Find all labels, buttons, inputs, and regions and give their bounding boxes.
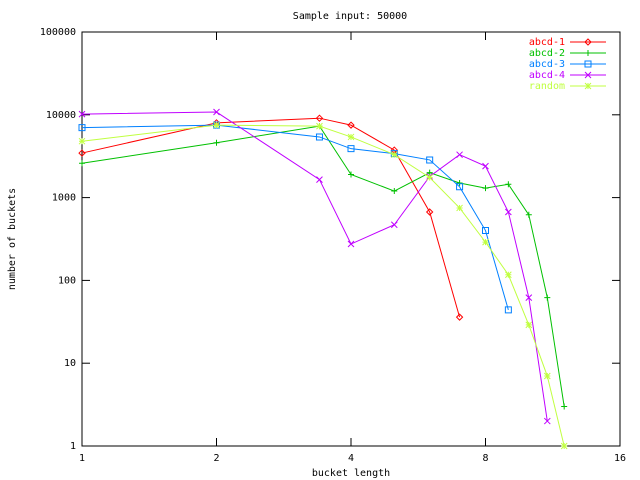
x-axis-label: bucket length: [312, 468, 390, 479]
point-marker: [78, 137, 86, 145]
x-tick-label: 8: [482, 453, 488, 464]
y-axis-label: number of buckets: [7, 188, 18, 290]
x-tick-label: 1: [79, 453, 85, 464]
point-marker: [505, 271, 512, 279]
point-marker: [456, 204, 463, 212]
point-marker: [561, 403, 568, 410]
point-marker: [504, 306, 512, 314]
legend-label: abcd-1: [529, 37, 565, 48]
point-marker: [347, 145, 355, 153]
y-tick-label: 1000: [52, 193, 76, 204]
chart-title: Sample input: 50000: [293, 11, 407, 22]
point-marker: [455, 313, 464, 321]
series-line: [81, 124, 565, 447]
point-marker: [347, 240, 355, 248]
point-marker: [456, 151, 463, 159]
y-tick-label: 10: [64, 358, 76, 369]
point-marker: [348, 171, 354, 178]
point-marker: [78, 110, 86, 118]
point-marker: [213, 121, 220, 129]
point-marker: [505, 208, 512, 216]
legend-marker: [584, 60, 592, 68]
point-marker: [482, 185, 489, 192]
point-marker: [543, 417, 551, 425]
legend-label: random: [529, 81, 565, 92]
point-marker: [78, 124, 86, 132]
point-marker: [525, 294, 533, 301]
point-marker: [482, 238, 489, 246]
plot-border: [81, 31, 621, 447]
point-marker: [525, 211, 532, 218]
point-marker: [426, 156, 434, 164]
point-marker: [456, 180, 463, 187]
point-marker: [213, 121, 220, 129]
legend-label: abcd-2: [529, 48, 565, 59]
series-line: [81, 111, 548, 422]
point-marker: [316, 122, 323, 130]
x-tick-label: 16: [614, 453, 626, 464]
point-marker: [482, 162, 489, 170]
point-marker: [316, 176, 323, 183]
point-marker: [543, 372, 551, 380]
series-line: [81, 125, 565, 407]
x-tick-label: 4: [348, 453, 354, 464]
point-marker: [391, 188, 398, 195]
point-marker: [456, 183, 464, 191]
legend-label: abcd-4: [529, 70, 565, 81]
y-tick-label: 100: [58, 275, 76, 286]
y-tick-label: 10000: [46, 110, 76, 121]
point-marker: [426, 174, 434, 181]
point-marker: [347, 121, 355, 129]
point-marker: [544, 294, 551, 301]
point-marker: [78, 149, 86, 157]
y-tick-label: 1: [70, 441, 76, 452]
y-tick-label: 100000: [40, 27, 76, 38]
point-marker: [525, 321, 533, 329]
legend-label: abcd-3: [529, 59, 565, 70]
point-marker: [390, 221, 398, 229]
series-line: [81, 124, 509, 311]
point-marker: [79, 160, 85, 167]
point-marker: [482, 227, 489, 235]
point-marker: [213, 139, 220, 146]
legend-marker: [584, 38, 592, 46]
point-marker: [347, 133, 355, 141]
point-marker: [213, 108, 220, 116]
point-marker: [390, 151, 398, 159]
point-marker: [315, 133, 323, 141]
legend-marker: [584, 82, 592, 90]
point-marker: [505, 181, 512, 188]
x-tick-label: 2: [213, 453, 219, 464]
legend-marker: [585, 50, 591, 56]
point-marker: [425, 208, 434, 216]
point-marker: [315, 114, 324, 122]
point-marker: [560, 442, 568, 450]
legend-marker: [584, 71, 592, 79]
